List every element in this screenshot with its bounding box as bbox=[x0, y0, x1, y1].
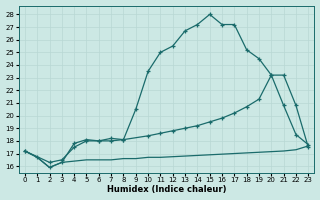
X-axis label: Humidex (Indice chaleur): Humidex (Indice chaleur) bbox=[107, 185, 226, 194]
